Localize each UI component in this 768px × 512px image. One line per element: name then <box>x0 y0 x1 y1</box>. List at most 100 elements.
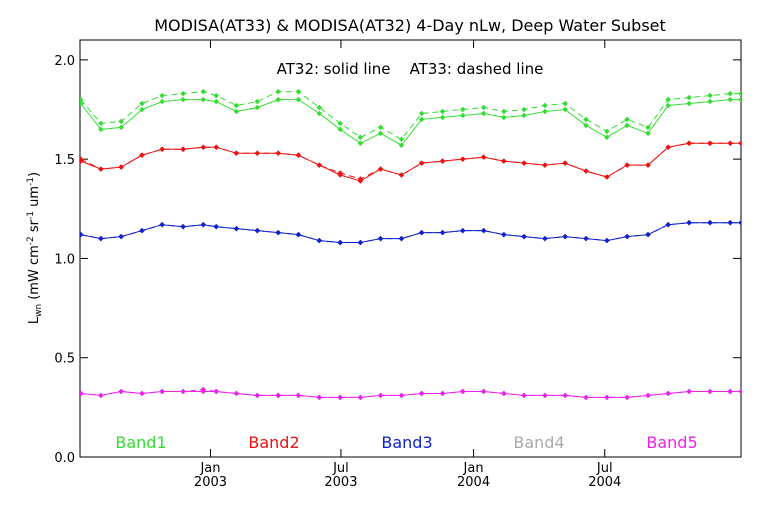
legend-item-band4: Band4 <box>513 433 564 452</box>
data-point <box>500 390 507 397</box>
legend-item-band1: Band1 <box>115 433 166 452</box>
data-point <box>316 394 323 401</box>
data-point <box>521 106 527 113</box>
data-point <box>686 219 692 226</box>
data-point <box>604 128 610 135</box>
data-point <box>213 98 220 105</box>
data-point <box>316 104 323 111</box>
data-point <box>480 388 487 395</box>
data-point <box>98 166 104 172</box>
y-label-sub: wn <box>34 304 44 317</box>
y-tick-label: 0.5 <box>54 352 75 367</box>
data-point <box>624 394 630 401</box>
data-point <box>139 227 145 234</box>
x-tick-label-month: Jan <box>199 461 220 476</box>
data-point <box>480 154 487 161</box>
data-point <box>180 388 186 395</box>
data-point <box>727 96 734 103</box>
data-point <box>645 162 651 168</box>
data-point <box>439 229 446 236</box>
data-point <box>159 221 166 228</box>
data-point <box>316 162 323 168</box>
data-point <box>295 96 302 103</box>
data-point <box>459 106 466 113</box>
data-point <box>200 221 207 228</box>
y-label-sr: sr <box>27 219 42 236</box>
data-point <box>377 124 384 131</box>
data-point <box>418 229 425 236</box>
data-point <box>377 166 384 172</box>
y-label-um: um <box>27 186 42 211</box>
data-point <box>604 237 610 244</box>
data-point <box>98 126 104 133</box>
data-point <box>180 96 186 103</box>
data-point <box>459 156 466 162</box>
data-point <box>583 122 589 129</box>
data-point <box>542 102 548 109</box>
y-axis-label: Lwn(mW cm-2 sr-1 um-1) <box>26 172 44 324</box>
data-point <box>521 233 527 240</box>
data-point <box>377 392 384 399</box>
data-point <box>118 388 124 395</box>
data-point <box>439 390 446 397</box>
data-point <box>604 394 610 401</box>
data-point <box>80 156 84 162</box>
data-point <box>645 392 651 399</box>
data-point <box>398 392 405 399</box>
data-point <box>275 392 282 399</box>
data-point <box>213 144 220 151</box>
data-point <box>377 235 384 242</box>
y-label-close: ) <box>27 172 42 177</box>
data-point <box>521 392 527 399</box>
data-point <box>500 108 507 115</box>
data-point <box>562 160 568 166</box>
data-point <box>98 120 104 127</box>
data-point <box>254 98 261 105</box>
data-point <box>500 158 507 164</box>
x-tick-label-year: 2004 <box>457 475 490 490</box>
data-point <box>398 136 405 143</box>
legend-item-band3: Band3 <box>381 433 432 452</box>
y-tick-label: 2.0 <box>54 54 75 69</box>
data-point <box>418 390 425 397</box>
data-point <box>542 162 548 168</box>
data-point <box>200 144 207 151</box>
data-point <box>583 116 589 123</box>
data-point <box>337 120 344 127</box>
y-tick-label: 1.0 <box>54 252 75 267</box>
data-point <box>295 392 302 399</box>
data-point <box>418 160 425 166</box>
chart-title: MODISA(AT33) & MODISA(AT32) 4-Day nLw, D… <box>154 16 666 35</box>
data-point <box>98 392 104 399</box>
data-point <box>159 146 166 153</box>
data-point <box>686 388 692 395</box>
data-point <box>98 235 104 242</box>
data-point <box>727 388 734 395</box>
data-point <box>159 98 166 105</box>
data-point <box>357 140 364 147</box>
data-point <box>727 90 734 97</box>
data-point <box>316 237 323 244</box>
data-point <box>337 239 344 246</box>
data-point <box>213 388 220 395</box>
data-point <box>500 114 507 121</box>
data-point <box>707 92 713 99</box>
y-axis: 0.0 0.5 1.0 1.5 2.0 <box>54 54 741 466</box>
x-tick-label-month: Jul <box>332 461 349 476</box>
data-point <box>357 239 364 246</box>
data-point <box>604 134 610 141</box>
data-point <box>275 96 282 103</box>
data-point <box>398 142 405 149</box>
data-point <box>233 102 240 109</box>
plot-frame <box>79 39 742 458</box>
data-point <box>377 130 384 137</box>
data-point <box>337 394 344 401</box>
data-point <box>686 94 692 101</box>
data-point <box>521 112 527 119</box>
data-point <box>665 390 672 397</box>
x-tick-label-year: 2003 <box>194 475 227 490</box>
y-label-units: (mW cm <box>27 245 42 300</box>
data-point <box>480 227 487 234</box>
data-point <box>233 108 240 115</box>
